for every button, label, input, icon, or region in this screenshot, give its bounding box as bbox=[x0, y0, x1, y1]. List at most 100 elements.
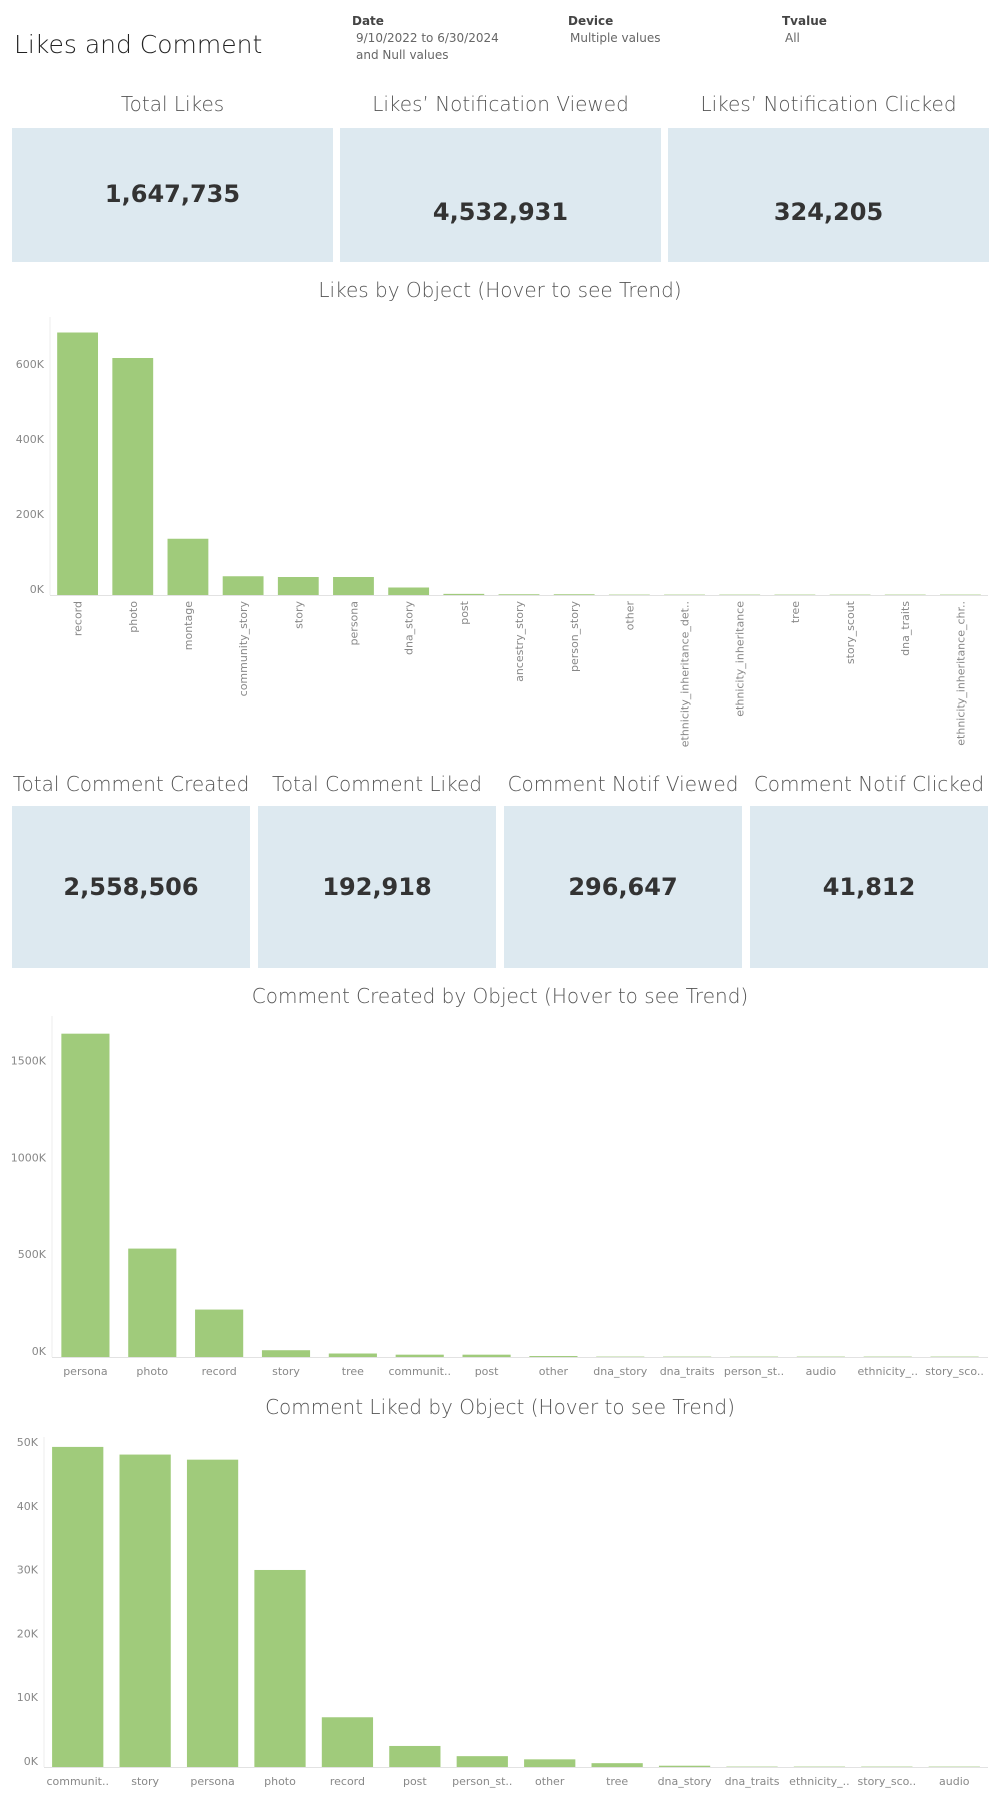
filter-device-value: Multiple values bbox=[570, 30, 661, 47]
likes-chart-bar[interactable] bbox=[499, 594, 540, 595]
likes-chart-category-label: story bbox=[292, 601, 305, 629]
kpi-likes-notif-viewed-title: Likes’ Notification Viewed bbox=[340, 92, 661, 116]
kpi-likes-notif-clicked-value: 324,205 bbox=[774, 198, 883, 226]
comment-created-chart-category-label: other bbox=[539, 1365, 569, 1378]
likes-chart-category-label: photo bbox=[127, 601, 140, 633]
comment-liked-chart-bar[interactable] bbox=[120, 1455, 171, 1767]
likes-chart-ytick-label: 600K bbox=[16, 358, 45, 371]
comment-created-by-object-chart[interactable]: 0K 500K 1000K 1500K persona photo record story t… bbox=[0, 1012, 1000, 1387]
likes-chart-ytick-label: 0K bbox=[30, 583, 45, 596]
likes-chart-category-label: post bbox=[458, 600, 471, 624]
comment-liked-chart-category-label: tree bbox=[606, 1775, 628, 1788]
filter-device[interactable]: Device Multiple values bbox=[568, 14, 661, 47]
comment-created-chart-ytick-label: 1000K bbox=[11, 1151, 47, 1164]
comment-liked-chart-category-label: photo bbox=[264, 1775, 296, 1788]
comment-liked-chart-bar[interactable] bbox=[659, 1766, 710, 1767]
comment-liked-chart-category-label: other bbox=[535, 1775, 565, 1788]
comment-liked-chart-category-label: persona bbox=[190, 1775, 234, 1788]
likes-chart-bar[interactable] bbox=[388, 588, 429, 596]
comment-liked-chart-category-label: story bbox=[131, 1775, 159, 1788]
kpi-total-likes-card[interactable]: 1,647,735 bbox=[12, 128, 333, 262]
likes-chart-category-label: dna_story bbox=[403, 601, 416, 655]
comment-created-by-object-title: Comment Created by Object (Hover to see … bbox=[0, 984, 1000, 1008]
comment-liked-chart-category-label: dna_story bbox=[658, 1775, 712, 1788]
kpi-comment-notif-clicked-card[interactable]: 41,812 bbox=[750, 806, 988, 968]
likes-chart-bar[interactable] bbox=[57, 333, 98, 596]
likes-chart-bar[interactable] bbox=[223, 576, 264, 595]
filter-date-label: Date bbox=[352, 14, 499, 28]
comment-created-chart-category-label: audio bbox=[806, 1365, 837, 1378]
kpi-comment-created-title: Total Comment Created bbox=[12, 772, 250, 796]
filter-tvalue-label: Tvalue bbox=[782, 14, 827, 28]
filter-device-label: Device bbox=[568, 14, 661, 28]
kpi-comment-notif-viewed-value: 296,647 bbox=[568, 873, 677, 901]
likes-chart-bar[interactable] bbox=[112, 358, 153, 595]
comment-created-chart-bar[interactable] bbox=[329, 1354, 377, 1357]
kpi-likes-notif-clicked-title: Likes’ Notification Clicked bbox=[668, 92, 989, 116]
comment-liked-chart-bar[interactable] bbox=[254, 1570, 305, 1767]
kpi-comment-created-card[interactable]: 2,558,506 bbox=[12, 806, 250, 968]
likes-chart-bar[interactable] bbox=[554, 594, 595, 595]
comment-created-chart-bar[interactable] bbox=[262, 1350, 310, 1357]
likes-chart-ytick-label: 200K bbox=[16, 508, 45, 521]
comment-liked-chart-ytick-label: 50K bbox=[17, 1436, 39, 1449]
likes-chart-bar[interactable] bbox=[443, 594, 484, 595]
kpi-total-likes-title: Total Likes bbox=[12, 92, 333, 116]
comment-created-chart-category-label: story bbox=[272, 1365, 300, 1378]
comment-liked-chart-category-label: story_sco.. bbox=[858, 1775, 917, 1788]
filter-date-value-line1: 9/10/2022 to 6/30/2024 bbox=[356, 30, 499, 47]
kpi-comment-notif-clicked-title: Comment Notif Clicked bbox=[750, 772, 988, 796]
kpi-comment-liked-value: 192,918 bbox=[322, 873, 431, 901]
comment-created-chart-category-label: ethnicity_.. bbox=[857, 1365, 918, 1378]
comment-created-chart-bar[interactable] bbox=[463, 1355, 511, 1357]
kpi-likes-notif-viewed-value: 4,532,931 bbox=[433, 198, 568, 226]
comment-liked-chart-ytick-label: 0K bbox=[24, 1755, 39, 1768]
comment-created-chart-category-label: person_st.. bbox=[724, 1365, 784, 1378]
comment-created-chart-bar[interactable] bbox=[396, 1355, 444, 1357]
comment-liked-chart-category-label: audio bbox=[939, 1775, 970, 1788]
filter-tvalue[interactable]: Tvalue All bbox=[782, 14, 827, 47]
comment-liked-chart-bar[interactable] bbox=[389, 1746, 440, 1767]
likes-chart-category-label: tree bbox=[789, 601, 802, 623]
likes-chart-category-label: person_story bbox=[568, 601, 581, 673]
likes-chart-bar[interactable] bbox=[333, 577, 374, 595]
kpi-comment-notif-viewed-card[interactable]: 296,647 bbox=[504, 806, 742, 968]
likes-chart-bar[interactable] bbox=[278, 577, 319, 595]
comment-created-chart-category-label: dna_story bbox=[593, 1365, 647, 1378]
kpi-comment-liked-card[interactable]: 192,918 bbox=[258, 806, 496, 968]
comment-liked-chart-bar[interactable] bbox=[457, 1756, 508, 1767]
comment-created-chart-bar[interactable] bbox=[195, 1310, 243, 1357]
likes-by-object-title: Likes by Object (Hover to see Trend) bbox=[0, 278, 1000, 302]
kpi-comment-notif-viewed-title: Comment Notif Viewed bbox=[504, 772, 742, 796]
likes-chart-category-label: ancestry_story bbox=[513, 601, 526, 682]
likes-chart-category-label: dna_traits bbox=[899, 601, 912, 656]
kpi-likes-notif-clicked-card[interactable]: 324,205 bbox=[668, 128, 989, 262]
comment-created-chart-category-label: dna_traits bbox=[660, 1365, 715, 1378]
comment-created-chart-bar[interactable] bbox=[529, 1356, 577, 1357]
comment-created-chart-bar[interactable] bbox=[128, 1249, 176, 1357]
comment-created-chart-category-label: communit.. bbox=[388, 1365, 451, 1378]
comment-liked-by-object-title: Comment Liked by Object (Hover to see Tr… bbox=[0, 1395, 1000, 1419]
comment-liked-chart-bar[interactable] bbox=[52, 1447, 103, 1767]
comment-liked-chart-bar[interactable] bbox=[524, 1759, 575, 1767]
filter-tvalue-value: All bbox=[785, 30, 827, 47]
comment-liked-chart-ytick-label: 30K bbox=[17, 1564, 39, 1577]
page-title: Likes and Comment bbox=[14, 30, 262, 59]
kpi-likes-notif-viewed-card[interactable]: 4,532,931 bbox=[340, 128, 661, 262]
likes-chart-category-label: ethnicity_inheritance_det.. bbox=[679, 601, 692, 747]
comment-created-chart-category-label: post bbox=[475, 1365, 499, 1378]
comment-liked-chart-category-label: person_st.. bbox=[452, 1775, 512, 1788]
comment-liked-chart-bar[interactable] bbox=[592, 1763, 643, 1767]
comment-created-chart-bar[interactable] bbox=[61, 1034, 109, 1357]
kpi-comment-created-value: 2,558,506 bbox=[63, 873, 198, 901]
comment-liked-chart-bar[interactable] bbox=[187, 1460, 238, 1767]
comment-liked-chart-category-label: post bbox=[403, 1775, 427, 1788]
likes-chart-bar[interactable] bbox=[168, 539, 209, 595]
likes-chart-ytick-label: 400K bbox=[16, 433, 45, 446]
comment-liked-chart-bar[interactable] bbox=[322, 1717, 373, 1767]
comment-liked-by-object-chart[interactable]: 0K 10K 20K 30K 40K 50K communit.. story persona p… bbox=[0, 1425, 1000, 1800]
filter-date[interactable]: Date 9/10/2022 to 6/30/2024 and Null val… bbox=[352, 14, 499, 64]
kpi-total-likes-value: 1,647,735 bbox=[105, 180, 240, 208]
comment-created-chart-category-label: photo bbox=[136, 1365, 168, 1378]
likes-by-object-chart[interactable]: 0K 200K 400K 600K record photo montage communit… bbox=[0, 305, 1000, 760]
